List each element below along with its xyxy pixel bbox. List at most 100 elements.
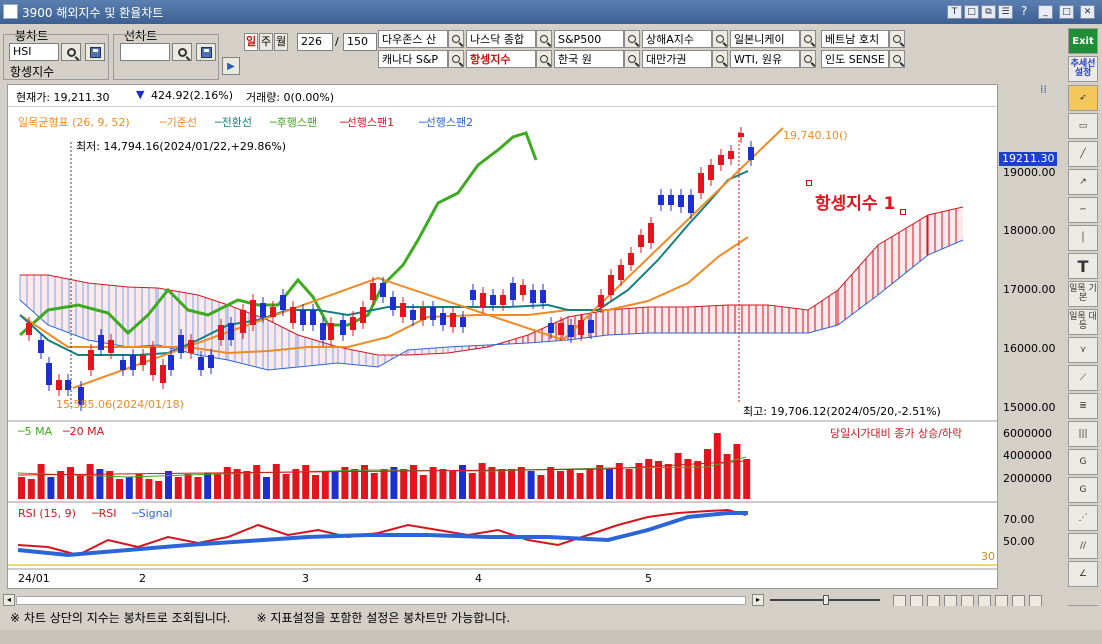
volume-bar bbox=[243, 471, 251, 499]
exit-button[interactable]: Exit bbox=[1068, 28, 1098, 54]
title-bar: 3900 해외지수 및 환율차트 T □ ⧉ ☰ ? _ □ ✕ bbox=[0, 0, 1102, 24]
annotation-handle[interactable] bbox=[900, 209, 906, 215]
index-button[interactable]: 한국 원 bbox=[554, 50, 624, 68]
index-search-button[interactable] bbox=[800, 50, 816, 68]
layout-icon[interactable]: □ bbox=[964, 5, 979, 19]
vertical-line-tool[interactable]: │ bbox=[1068, 225, 1098, 251]
ichimoku-equal-tool[interactable]: 일목 대등 bbox=[1068, 309, 1098, 335]
period-day[interactable]: 일 bbox=[244, 33, 258, 51]
volume-bar bbox=[410, 465, 417, 499]
index-button[interactable]: 베트남 호치 bbox=[821, 30, 889, 48]
index-button[interactable]: 캐나다 S&P bbox=[378, 50, 448, 68]
fan-tool[interactable]: ⋎ bbox=[1068, 337, 1098, 363]
settings-icon[interactable]: ☰ bbox=[998, 5, 1013, 19]
volume-bar bbox=[468, 473, 476, 499]
candle-body bbox=[108, 340, 114, 353]
candle-body bbox=[208, 355, 214, 368]
bong-save-button[interactable] bbox=[85, 43, 105, 61]
chart-area[interactable]: 현재가: 19,211.30 ▼ 424.92(2.16%) 거래량: 0(0.… bbox=[7, 83, 1047, 589]
text-tool[interactable]: T bbox=[1068, 253, 1098, 279]
ichimoku-basic-tool[interactable]: 일목 기본 bbox=[1068, 281, 1098, 307]
index-button[interactable]: 항셍지수 bbox=[466, 50, 536, 68]
volume-bar bbox=[125, 477, 133, 499]
horizontal-line-tool[interactable]: ─ bbox=[1068, 197, 1098, 223]
period-week[interactable]: 주 bbox=[259, 33, 273, 51]
gann-line-tool[interactable]: G bbox=[1068, 477, 1098, 503]
index-search-button[interactable] bbox=[889, 30, 905, 48]
scroll-right-button[interactable]: ▸ bbox=[752, 594, 764, 606]
search-icon bbox=[716, 55, 724, 63]
minimize-icon[interactable]: _ bbox=[1038, 5, 1053, 19]
parallel-line-tool[interactable]: // bbox=[1068, 533, 1098, 559]
index-search-button[interactable] bbox=[712, 50, 728, 68]
bottom-bar bbox=[0, 630, 1102, 644]
angle-tool[interactable]: ∠ bbox=[1068, 561, 1098, 587]
line-tool[interactable]: ╱ bbox=[1068, 141, 1098, 167]
base-line bbox=[19, 236, 749, 355]
candle-body bbox=[88, 350, 94, 370]
bong-search-button[interactable] bbox=[61, 43, 81, 61]
time-zone-tool[interactable]: ||| bbox=[1068, 421, 1098, 447]
candle-body bbox=[728, 151, 734, 159]
total-input[interactable]: 150 bbox=[343, 33, 377, 51]
candle-body bbox=[450, 313, 456, 327]
index-button[interactable]: S&P500 bbox=[554, 30, 624, 48]
index-search-button[interactable] bbox=[536, 50, 552, 68]
trendline-settings-button[interactable]: 추세선 설정 bbox=[1068, 56, 1098, 82]
index-button[interactable]: 인도 SENSE bbox=[821, 50, 889, 68]
index-button[interactable]: 대만가권 bbox=[642, 50, 712, 68]
index-search-button[interactable] bbox=[536, 30, 552, 48]
index-button[interactable]: 일본니케이 bbox=[730, 30, 800, 48]
bong-code-input[interactable]: HSI bbox=[9, 43, 59, 61]
chart-title-mark[interactable]: 항셍지수 1 bbox=[815, 194, 896, 214]
period-month[interactable]: 월 bbox=[274, 33, 288, 51]
candle-body bbox=[370, 283, 376, 300]
candle-body bbox=[65, 380, 71, 390]
index-button[interactable]: 상해A지수 bbox=[642, 30, 712, 48]
pin-icon[interactable]: T bbox=[947, 5, 962, 19]
index-search-button[interactable] bbox=[448, 30, 464, 48]
volume-bar bbox=[459, 465, 466, 499]
index-search-button[interactable] bbox=[712, 30, 728, 48]
eraser-tool[interactable]: ▭ bbox=[1068, 113, 1098, 139]
line-code-input[interactable] bbox=[120, 43, 170, 61]
close-icon[interactable]: ✕ bbox=[1080, 5, 1095, 19]
annotation-handle[interactable] bbox=[806, 180, 812, 186]
search-icon bbox=[804, 35, 812, 43]
volume-bar bbox=[27, 479, 35, 499]
rsi-legend: ─RSI bbox=[92, 507, 117, 520]
index-search-button[interactable] bbox=[889, 50, 905, 68]
horizontal-scrollbar[interactable] bbox=[16, 596, 746, 605]
maximize-icon[interactable]: □ bbox=[1059, 5, 1074, 19]
zoom-slider-thumb[interactable] bbox=[823, 595, 829, 605]
speed-line-tool[interactable]: ⋰ bbox=[1068, 505, 1098, 531]
scroll-left-button[interactable]: ◂ bbox=[3, 594, 15, 606]
fibonacci-fan-tool[interactable]: ⟋ bbox=[1068, 365, 1098, 391]
candle-body bbox=[638, 235, 644, 247]
index-search-button[interactable] bbox=[624, 30, 640, 48]
copy-icon[interactable]: ⧉ bbox=[981, 5, 996, 19]
fibonacci-retracement-tool[interactable]: ≣ bbox=[1068, 393, 1098, 419]
line-search-button[interactable] bbox=[172, 43, 192, 61]
line-save-button[interactable] bbox=[196, 43, 216, 61]
index-search-button[interactable] bbox=[624, 50, 640, 68]
vertical-line-icon: │ bbox=[1080, 232, 1086, 243]
pointer-tool[interactable]: ➶ bbox=[1068, 85, 1098, 111]
index-search-button[interactable] bbox=[800, 30, 816, 48]
count-input[interactable]: 226 bbox=[297, 33, 333, 51]
gann-fan-tool[interactable]: G bbox=[1068, 449, 1098, 475]
help-icon[interactable]: ? bbox=[1021, 4, 1028, 18]
expand-arrow-button[interactable]: ▶ bbox=[222, 57, 240, 75]
candle-body bbox=[160, 365, 166, 383]
candle-body bbox=[290, 307, 296, 323]
ray-tool[interactable]: ↗ bbox=[1068, 169, 1098, 195]
index-button[interactable]: 나스닥 종합 bbox=[466, 30, 536, 48]
candle-body bbox=[300, 310, 306, 325]
chart-menu-icon[interactable]: ⁞⁞ bbox=[1040, 83, 1047, 96]
index-button[interactable]: 다우존스 산 bbox=[378, 30, 448, 48]
index-search-button[interactable] bbox=[448, 50, 464, 68]
volume-info: 거래량: 0(0.00%) bbox=[246, 91, 335, 104]
volume-ma20 bbox=[17, 460, 747, 476]
index-button[interactable]: WTI, 원유 bbox=[730, 50, 800, 68]
volume-bar bbox=[194, 477, 202, 499]
